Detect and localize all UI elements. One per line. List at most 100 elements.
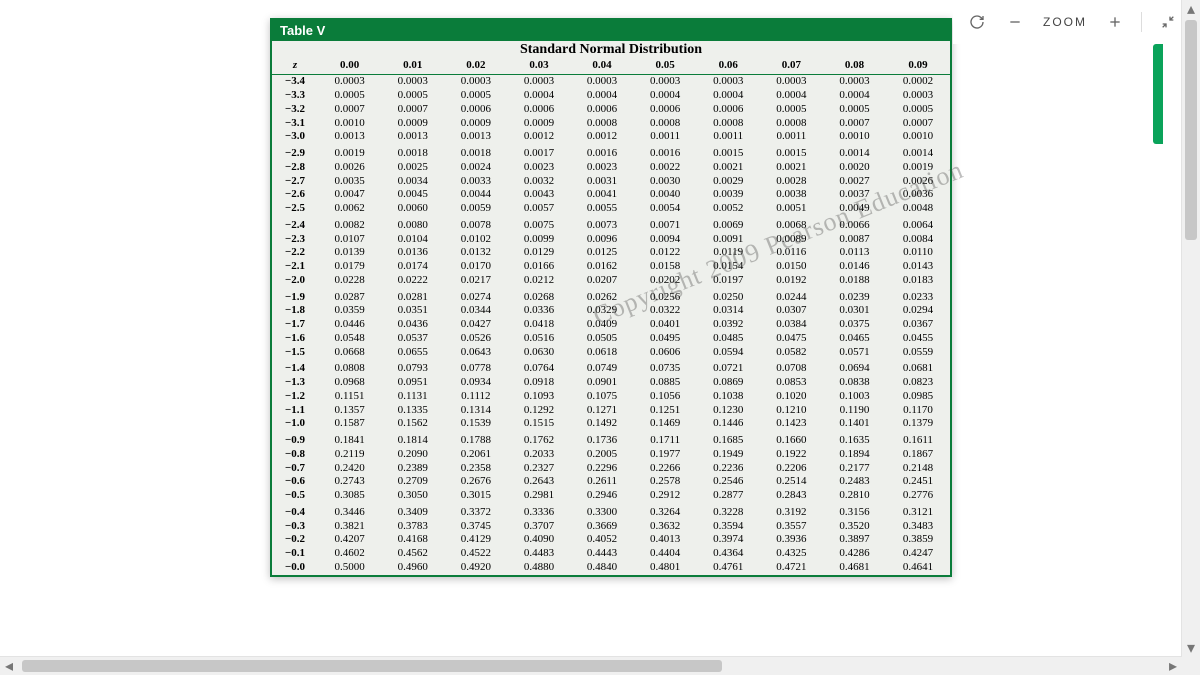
prob-cell: 0.3821 xyxy=(318,520,381,534)
z-value: −0.8 xyxy=(271,448,318,462)
prob-cell: 0.2389 xyxy=(381,462,444,476)
scroll-left-arrow[interactable]: ◂ xyxy=(0,657,18,675)
scroll-right-arrow[interactable]: ▸ xyxy=(1164,657,1182,675)
prob-cell: 0.1736 xyxy=(571,434,634,448)
prob-cell: 0.3974 xyxy=(697,533,760,547)
prob-cell: 0.1131 xyxy=(381,390,444,404)
zoom-out-button[interactable] xyxy=(999,8,1031,36)
scroll-thumb[interactable] xyxy=(1185,20,1197,240)
prob-cell: 0.3336 xyxy=(507,506,570,520)
prob-cell: 0.0158 xyxy=(634,260,697,274)
prob-cell: 0.2090 xyxy=(381,448,444,462)
table-row: −3.30.00050.00050.00050.00040.00040.0004… xyxy=(271,89,951,103)
prob-cell: 0.0003 xyxy=(571,75,634,89)
scroll-down-arrow[interactable]: ▾ xyxy=(1182,639,1200,657)
table-row: −1.60.05480.05370.05260.05160.05050.0495… xyxy=(271,332,951,346)
prob-cell: 0.0885 xyxy=(634,376,697,390)
prob-cell: 0.0162 xyxy=(571,260,634,274)
z-value: −2.6 xyxy=(271,188,318,202)
prob-cell: 0.0110 xyxy=(886,246,951,260)
prob-cell: 0.1093 xyxy=(507,390,570,404)
prob-cell: 0.0869 xyxy=(697,376,760,390)
prob-cell: 0.2005 xyxy=(571,448,634,462)
prob-cell: 0.0009 xyxy=(381,117,444,131)
vertical-scrollbar[interactable]: ▴ ▾ xyxy=(1181,0,1200,657)
prob-cell: 0.0122 xyxy=(634,246,697,260)
prob-cell: 0.1251 xyxy=(634,404,697,418)
z-value: −1.5 xyxy=(271,346,318,360)
prob-cell: 0.4013 xyxy=(634,533,697,547)
refresh-button[interactable] xyxy=(961,8,993,36)
prob-cell: 0.4052 xyxy=(571,533,634,547)
prob-cell: 0.1894 xyxy=(823,448,886,462)
collapse-button[interactable] xyxy=(1152,8,1184,36)
prob-cell: 0.0384 xyxy=(760,318,823,332)
table-row: −0.20.42070.41680.41290.40900.40520.4013… xyxy=(271,533,951,547)
prob-cell: 0.0004 xyxy=(697,89,760,103)
prob-cell: 0.0351 xyxy=(381,304,444,318)
prob-cell: 0.0559 xyxy=(886,346,951,360)
col-header: 0.03 xyxy=(507,59,570,75)
prob-cell: 0.0021 xyxy=(697,161,760,175)
table-row: −2.30.01070.01040.01020.00990.00960.0094… xyxy=(271,233,951,247)
z-value: −2.2 xyxy=(271,246,318,260)
prob-cell: 0.0655 xyxy=(381,346,444,360)
prob-cell: 0.0322 xyxy=(634,304,697,318)
scroll-up-arrow[interactable]: ▴ xyxy=(1182,0,1200,18)
zoom-in-button[interactable] xyxy=(1099,8,1131,36)
prob-cell: 0.0080 xyxy=(381,219,444,233)
prob-cell: 0.1423 xyxy=(760,417,823,431)
z-value: −0.0 xyxy=(271,561,318,576)
prob-cell: 0.0020 xyxy=(823,161,886,175)
prob-cell: 0.3707 xyxy=(507,520,570,534)
prob-cell: 0.0294 xyxy=(886,304,951,318)
prob-cell: 0.0495 xyxy=(634,332,697,346)
prob-cell: 0.1401 xyxy=(823,417,886,431)
prob-cell: 0.0721 xyxy=(697,362,760,376)
table-row: −2.40.00820.00800.00780.00750.00730.0071… xyxy=(271,219,951,233)
prob-cell: 0.0104 xyxy=(381,233,444,247)
prob-cell: 0.0094 xyxy=(634,233,697,247)
scroll-track[interactable] xyxy=(1182,18,1200,639)
prob-cell: 0.0075 xyxy=(507,219,570,233)
prob-cell: 0.2236 xyxy=(697,462,760,476)
z-value: −3.1 xyxy=(271,117,318,131)
prob-cell: 0.2709 xyxy=(381,475,444,489)
prob-cell: 0.3085 xyxy=(318,489,381,503)
horizontal-scrollbar[interactable]: ◂ ▸ xyxy=(0,656,1182,675)
prob-cell: 0.0022 xyxy=(634,161,697,175)
prob-cell: 0.0516 xyxy=(507,332,570,346)
prob-cell: 0.0040 xyxy=(634,188,697,202)
prob-cell: 0.0212 xyxy=(507,274,570,288)
prob-cell: 0.4801 xyxy=(634,561,697,576)
prob-cell: 0.0436 xyxy=(381,318,444,332)
prob-cell: 0.0003 xyxy=(318,75,381,89)
prob-cell: 0.0392 xyxy=(697,318,760,332)
prob-cell: 0.1335 xyxy=(381,404,444,418)
scroll-thumb[interactable] xyxy=(22,660,722,672)
prob-cell: 0.1949 xyxy=(697,448,760,462)
prob-cell: 0.1685 xyxy=(697,434,760,448)
prob-cell: 0.0071 xyxy=(634,219,697,233)
prob-cell: 0.0274 xyxy=(444,291,507,305)
prob-cell: 0.0011 xyxy=(760,130,823,144)
prob-cell: 0.0041 xyxy=(571,188,634,202)
prob-cell: 0.4960 xyxy=(381,561,444,576)
col-header: 0.08 xyxy=(823,59,886,75)
prob-cell: 0.0047 xyxy=(318,188,381,202)
prob-cell: 0.3372 xyxy=(444,506,507,520)
prob-cell: 0.0003 xyxy=(507,75,570,89)
prob-cell: 0.2266 xyxy=(634,462,697,476)
prob-cell: 0.0051 xyxy=(760,202,823,216)
prob-cell: 0.1112 xyxy=(444,390,507,404)
prob-cell: 0.1357 xyxy=(318,404,381,418)
prob-cell: 0.0526 xyxy=(444,332,507,346)
prob-cell: 0.0004 xyxy=(634,89,697,103)
prob-cell: 0.0029 xyxy=(697,175,760,189)
prob-cell: 0.0016 xyxy=(634,147,697,161)
prob-cell: 0.0934 xyxy=(444,376,507,390)
prob-cell: 0.4761 xyxy=(697,561,760,576)
prob-cell: 0.1788 xyxy=(444,434,507,448)
prob-cell: 0.2546 xyxy=(697,475,760,489)
prob-cell: 0.0049 xyxy=(823,202,886,216)
